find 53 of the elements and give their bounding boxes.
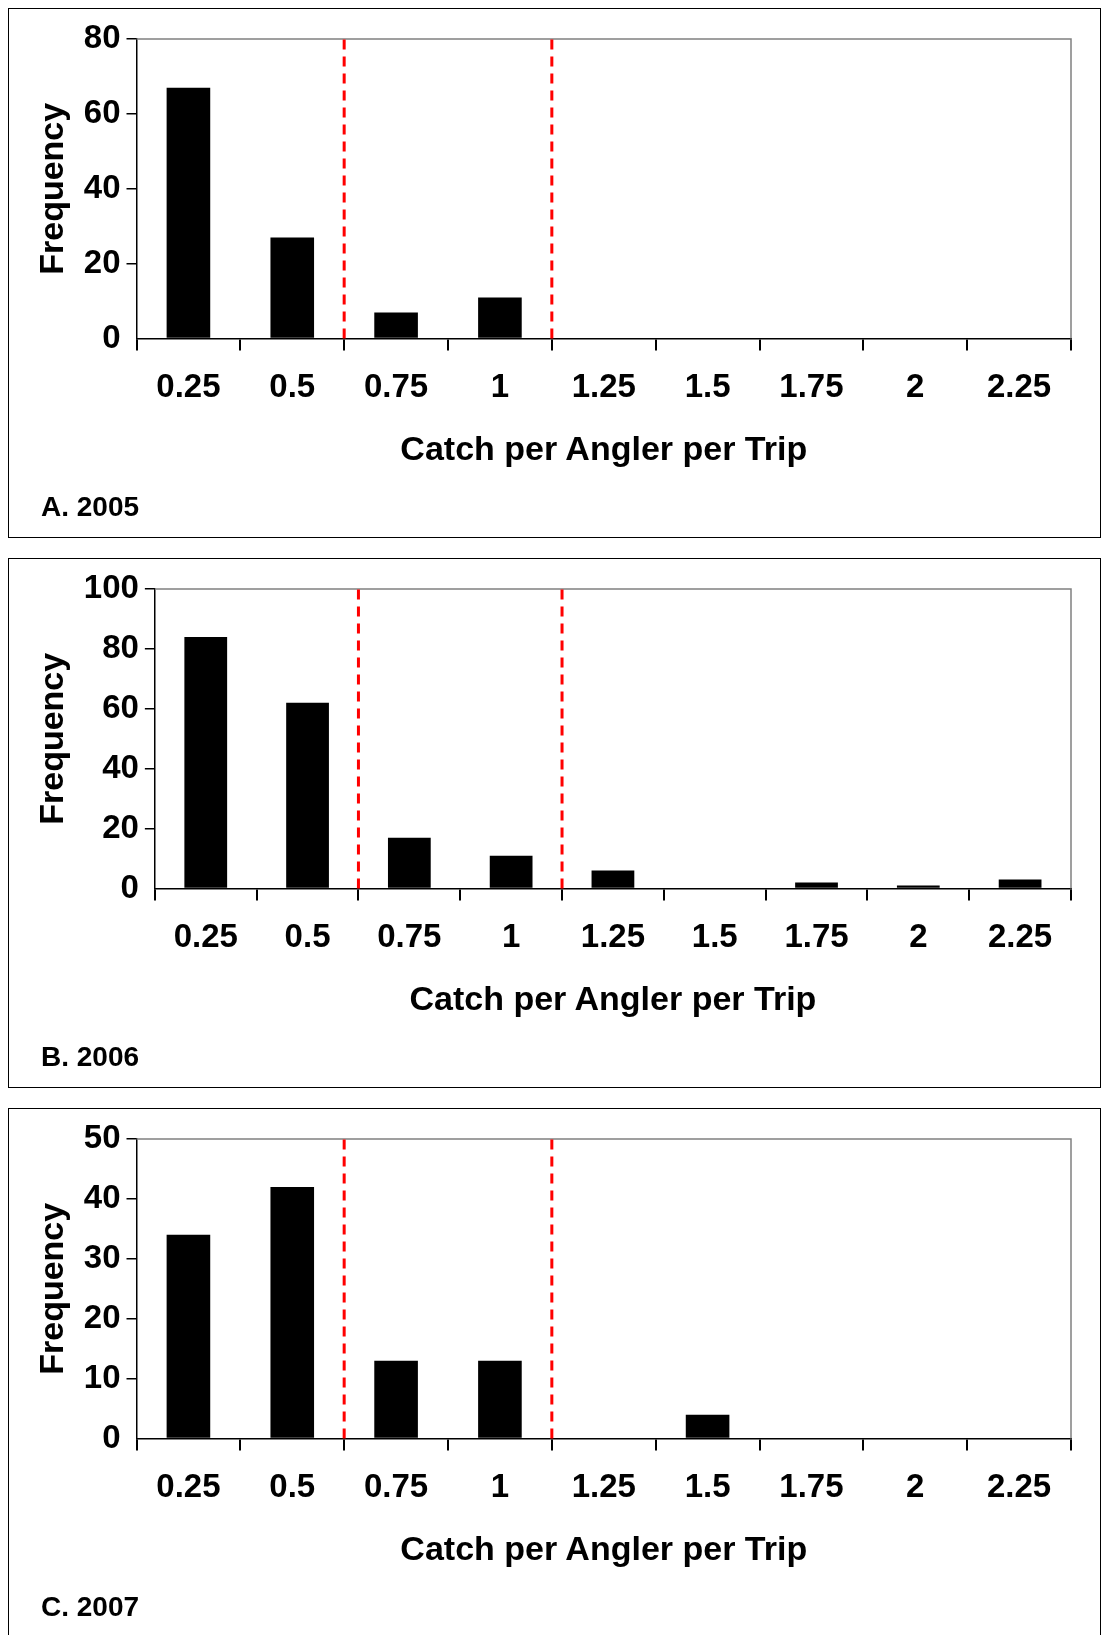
x-tick-label: 1 — [490, 367, 510, 405]
y-tick-label: 20 — [102, 807, 139, 845]
x-tick-label: 1.5 — [691, 917, 738, 955]
y-tick-label: 30 — [83, 1237, 121, 1275]
x-tick-label: 2 — [906, 1467, 925, 1505]
y-tick-label: 60 — [102, 687, 139, 725]
text: A. 2005 — [41, 491, 140, 523]
x-tick-label: 1 — [501, 917, 521, 955]
y-tick-label: 80 — [83, 18, 121, 56]
x-tick-label: 1.25 — [571, 367, 636, 405]
x-tick-label: 0.5 — [269, 367, 316, 405]
text: C. 2007 — [41, 1591, 140, 1623]
y-tick-label: 10 — [83, 1357, 121, 1395]
x-tick-label: 2 — [906, 367, 925, 405]
y-tick-label: 0 — [102, 317, 121, 355]
x-axis-title: Catch per Angler per Trip — [400, 428, 808, 467]
y-tick-label: 80 — [102, 628, 139, 666]
y-axis-title: Frequency — [31, 1202, 70, 1375]
x-tick-label: 1.5 — [684, 1467, 731, 1505]
x-axis-title: Catch per Angler per Trip — [409, 978, 817, 1017]
y-tick-label: 40 — [83, 1178, 121, 1216]
y-tick-label: 0 — [102, 1417, 121, 1455]
y-axis-title: Frequency — [31, 102, 70, 275]
y-tick-label: 100 — [83, 568, 139, 606]
x-tick-label: 0.25 — [156, 367, 221, 405]
x-tick-label: 0.75 — [377, 917, 442, 955]
x-tick-label: 0.5 — [284, 917, 331, 955]
x-tick-label: 0.25 — [173, 917, 238, 955]
x-tick-label: 1.25 — [571, 1467, 636, 1505]
y-tick-label: 50 — [83, 1118, 121, 1156]
y-tick-label: 0 — [120, 867, 139, 905]
x-tick-label: 0.5 — [269, 1467, 316, 1505]
y-tick-label: 20 — [83, 242, 121, 280]
x-tick-label: 2.25 — [986, 367, 1052, 405]
x-tick-label: 1.75 — [779, 367, 844, 405]
text: B. 2006 — [41, 1041, 140, 1073]
x-tick-label: 2 — [909, 917, 928, 955]
x-tick-label: 1 — [490, 1467, 510, 1505]
x-tick-label: 2.25 — [986, 1467, 1052, 1505]
x-tick-label: 1.75 — [784, 917, 849, 955]
y-axis-title: Frequency — [31, 652, 70, 825]
x-tick-label: 0.75 — [363, 367, 429, 405]
x-tick-label: 1.75 — [779, 1467, 844, 1505]
y-tick-label: 40 — [83, 167, 121, 205]
x-tick-label: 1.25 — [580, 917, 646, 955]
y-tick-label: 40 — [102, 747, 139, 785]
x-axis-title: Catch per Angler per Trip — [400, 1528, 808, 1567]
x-tick-label: 1.5 — [684, 367, 731, 405]
y-tick-label: 20 — [83, 1297, 121, 1335]
x-tick-label: 2.25 — [987, 917, 1053, 955]
x-tick-label: 0.75 — [363, 1467, 429, 1505]
y-tick-label: 60 — [83, 92, 121, 130]
x-tick-label: 0.25 — [156, 1467, 221, 1505]
